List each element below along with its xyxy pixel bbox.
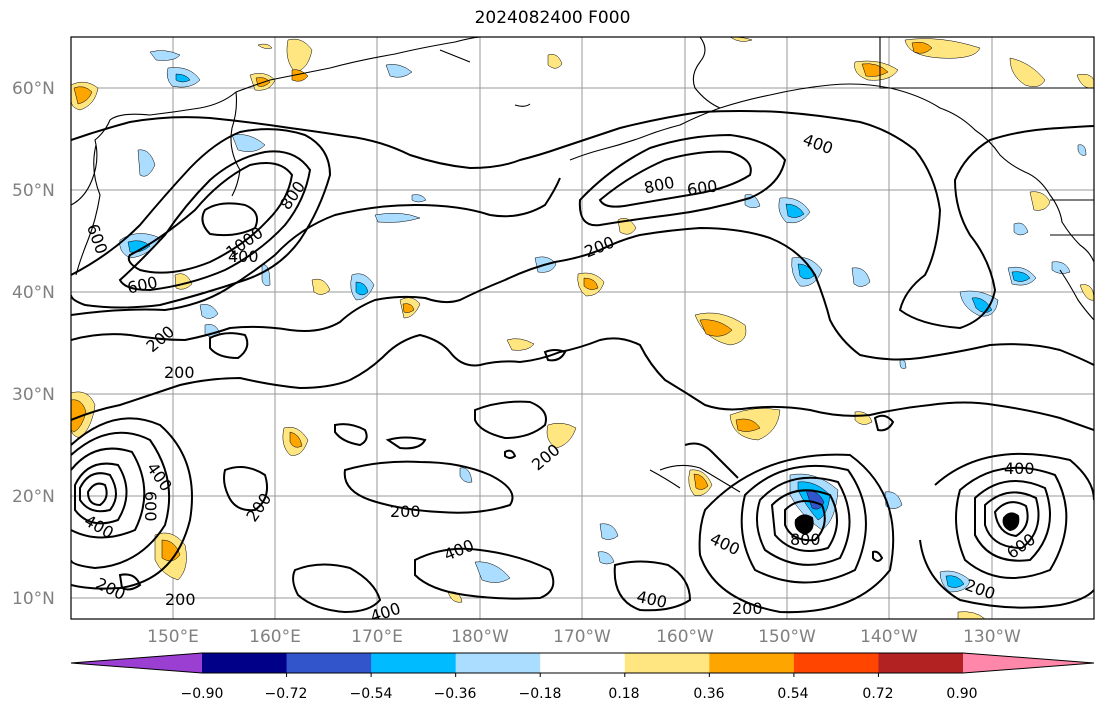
contour-label: 200 <box>732 599 763 618</box>
lon-label: 160°W <box>656 627 714 647</box>
colorbar-segment <box>371 653 457 673</box>
lat-label: 60°N <box>12 79 55 99</box>
lon-label: 160°E <box>249 627 301 647</box>
contour-label: 200 <box>165 590 196 609</box>
colorbar-tick-label: −0.54 <box>350 686 393 702</box>
contour-label: 600 <box>686 176 719 199</box>
contour-label: 400 <box>228 247 259 266</box>
colorbar-segment <box>624 653 710 673</box>
colorbar-extend-max <box>963 653 1094 673</box>
lat-label: 50°N <box>12 181 55 201</box>
contour-label: 200 <box>164 363 195 382</box>
colorbar-tick-label: −0.36 <box>434 686 477 702</box>
colorbar-tick-label: 0.72 <box>862 686 893 702</box>
contour-label: 800 <box>790 530 821 549</box>
colorbar-segment <box>286 653 372 673</box>
colorbar-segment <box>540 653 626 673</box>
lon-label: 170°W <box>553 627 611 647</box>
lon-label: 150°E <box>147 627 199 647</box>
colorbar-outline <box>70 652 1095 674</box>
colorbar-tick-label: 0.54 <box>777 686 808 702</box>
lat-label: 10°N <box>12 589 55 609</box>
colorbar-tick-label: 0.90 <box>946 686 977 702</box>
colorbar-extend-min <box>71 653 202 673</box>
lon-label: 130°W <box>963 627 1021 647</box>
colorbar-tick-label: −0.18 <box>519 686 562 702</box>
latitude-labels: 60°N 50°N 40°N 30°N 20°N 10°N <box>12 79 55 609</box>
lon-label: 140°W <box>860 627 918 647</box>
colorbar <box>70 652 1095 677</box>
colorbar-tick-labels: −0.90 −0.72 −0.54 −0.36 −0.18 0.18 0.36 … <box>181 686 978 702</box>
colorbar-tick-label: −0.90 <box>181 686 224 702</box>
lon-label: 180°W <box>451 627 509 647</box>
colorbar-tick-label: 0.36 <box>693 686 724 702</box>
colorbar-segment <box>793 653 879 673</box>
map-content: 800 600 1000 400 400 200 600 200 200 800… <box>71 37 1094 619</box>
map-border <box>70 36 1095 620</box>
longitude-labels: 150°E 160°E 170°E 180°W 170°W 160°W 150°… <box>147 627 1021 647</box>
map-title: 2024082400 F000 <box>474 8 631 28</box>
colorbar-tick-label: −0.72 <box>265 686 308 702</box>
colorbar-segment <box>202 653 288 673</box>
lon-label: 170°E <box>351 627 403 647</box>
lon-label: 150°W <box>758 627 816 647</box>
colorbar-tick-label: 0.18 <box>608 686 639 702</box>
lat-label: 30°N <box>12 385 55 405</box>
contour-label: 600 <box>141 491 160 522</box>
colorbar-segment <box>709 653 795 673</box>
colorbar-segment <box>878 653 964 673</box>
lat-label: 20°N <box>12 487 55 507</box>
contour-label: 200 <box>390 502 421 521</box>
colorbar-segment <box>455 653 541 673</box>
height-contours <box>71 110 1094 614</box>
contour-label: 400 <box>1004 459 1035 478</box>
lat-label: 40°N <box>12 283 55 303</box>
